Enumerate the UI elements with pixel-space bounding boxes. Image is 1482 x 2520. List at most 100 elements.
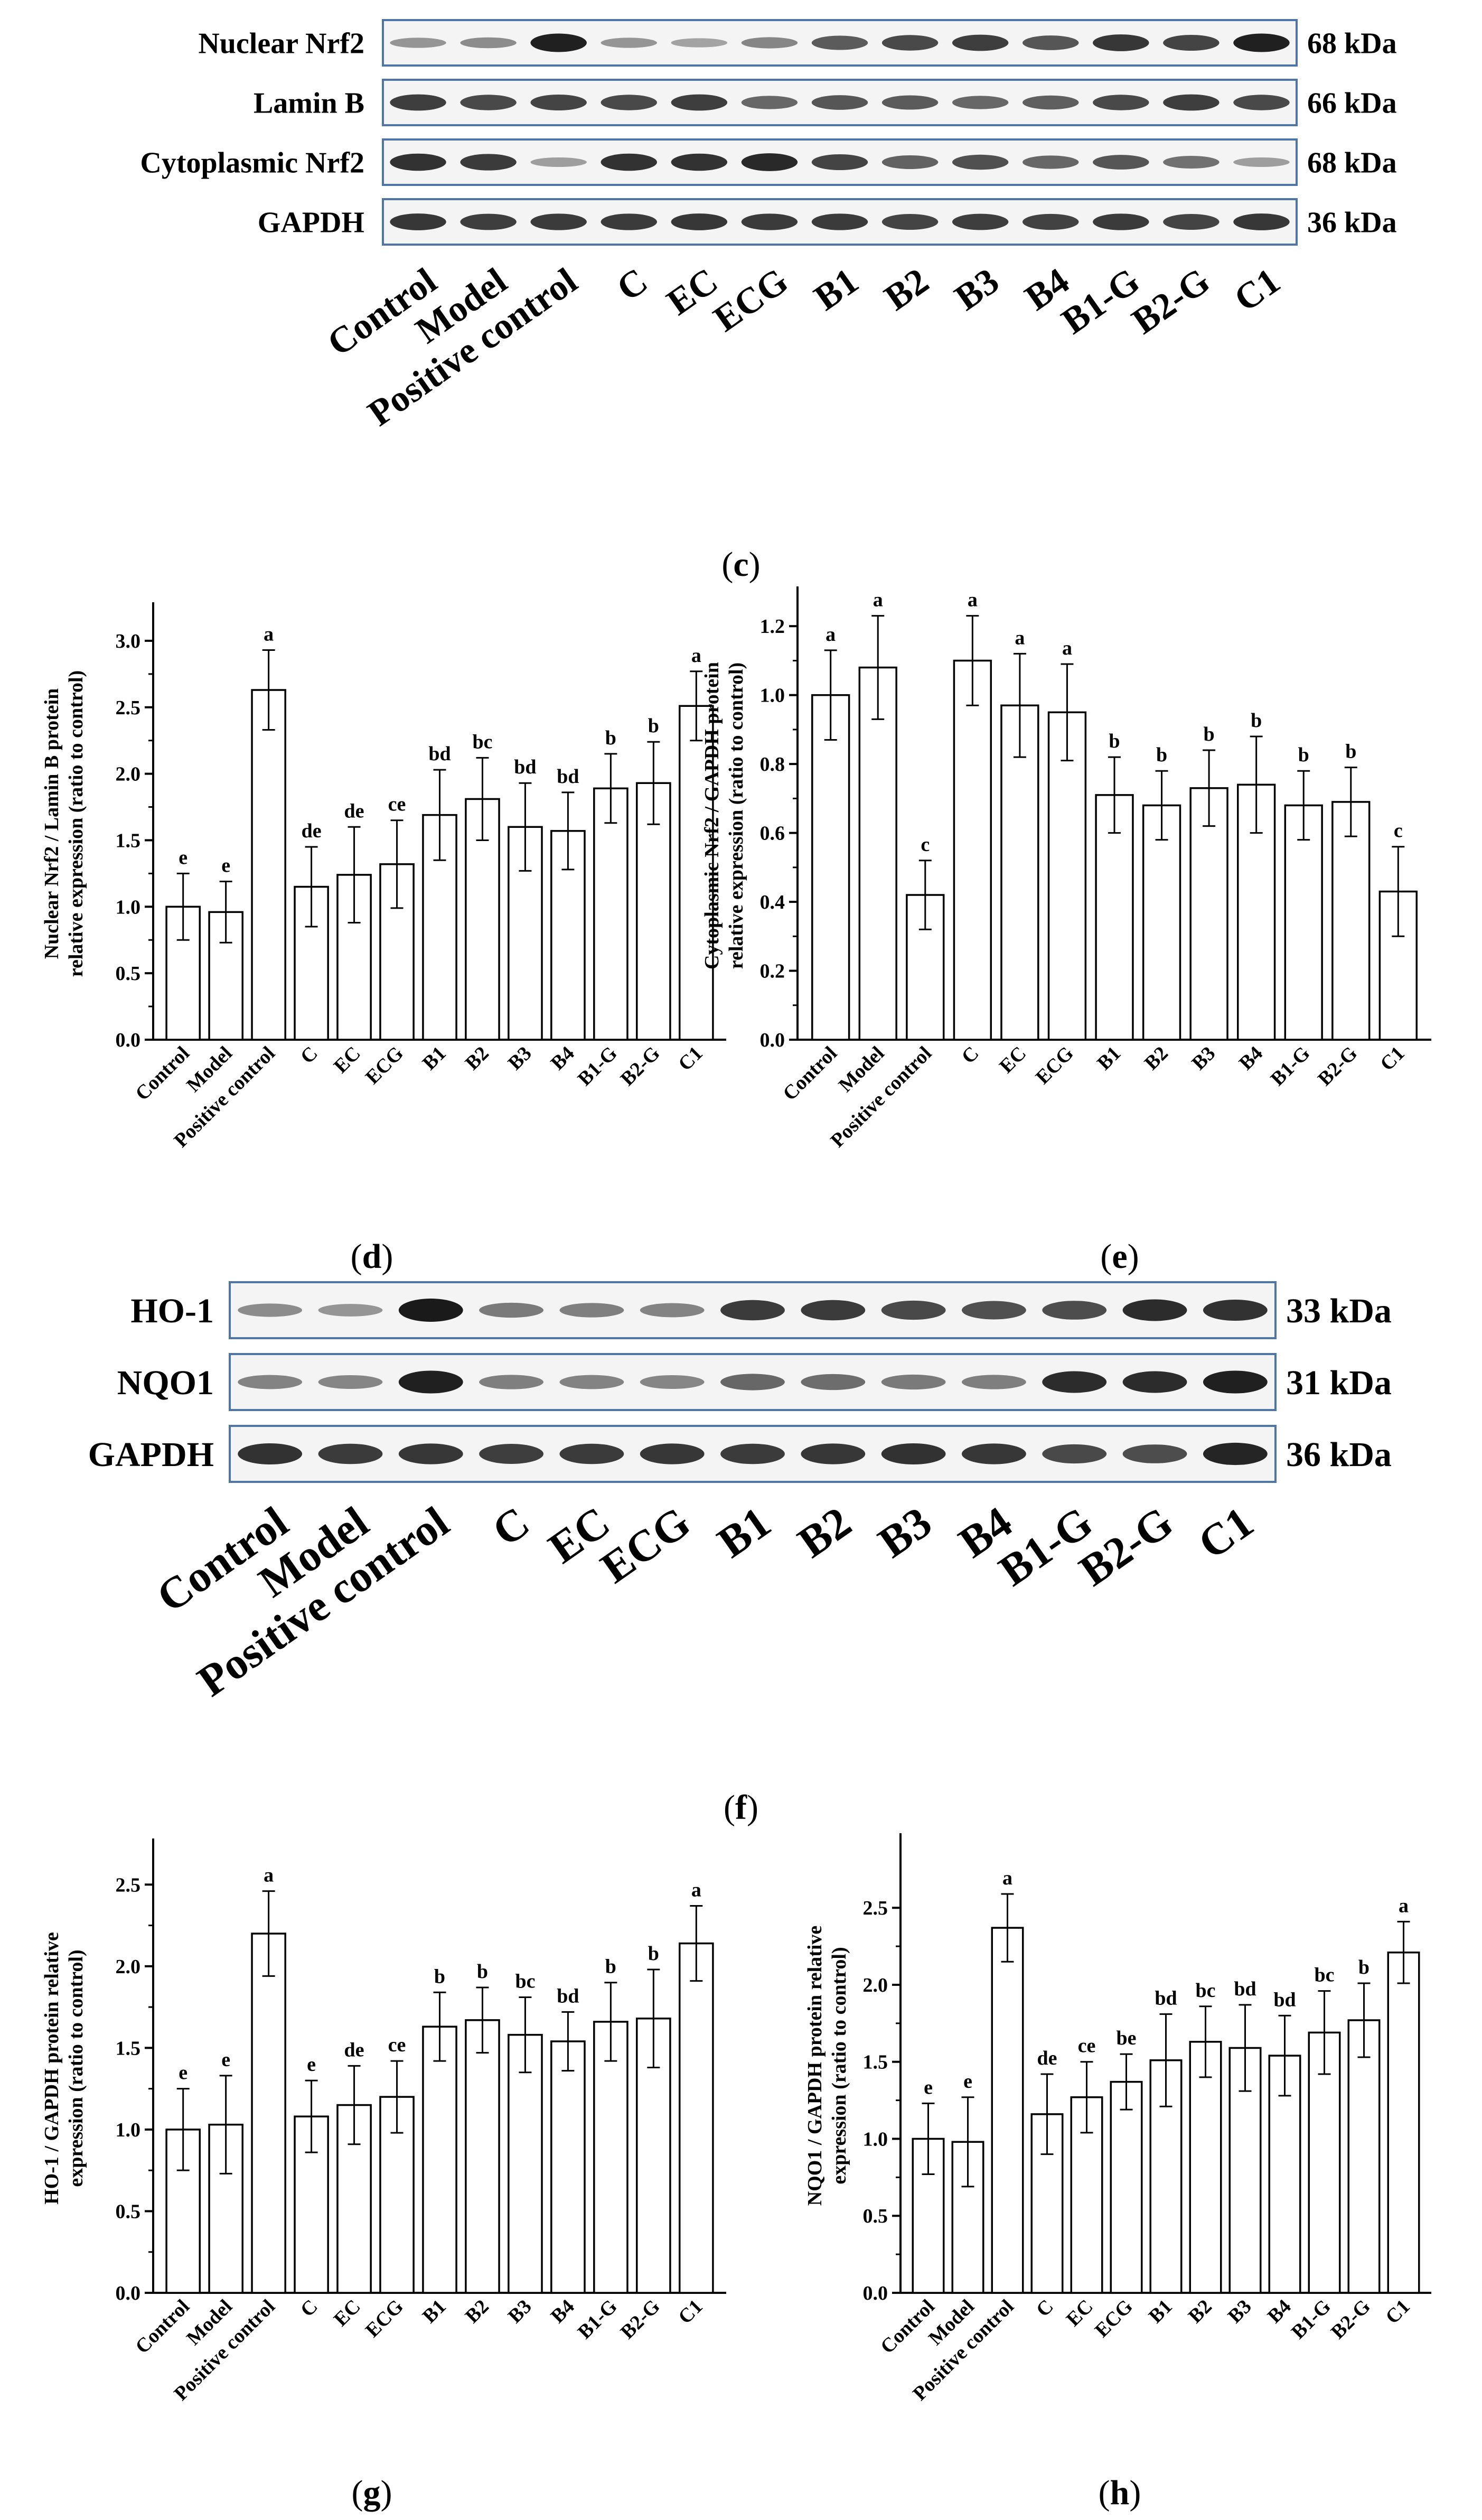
bar-d-positive-control xyxy=(251,689,286,1041)
x-tick-label-g-c1: C1 xyxy=(674,2295,707,2329)
panel-label-c: (c) xyxy=(721,545,760,584)
blot-band-lamin-b-model xyxy=(460,95,517,110)
blot-band-cytoplasmic-nrf2-ec xyxy=(671,153,728,171)
blot-band-gapdh-c1 xyxy=(1233,213,1290,230)
blot-lane-label-b2-g: B2-G xyxy=(1071,1497,1181,1595)
blot-band-nuclear-nrf2-c1 xyxy=(1233,33,1290,52)
blot-lane-label-b1-g: B1-G xyxy=(1055,260,1147,342)
significance-letter-h-c1: a xyxy=(1399,1894,1409,1917)
blot-band-gapdh-positive-control xyxy=(398,1443,463,1464)
x-tick-label-g-b1-g: B1-G xyxy=(574,2295,622,2344)
y-tick-label-d-1-0: 1.0 xyxy=(116,896,141,918)
y-tick-label-e-0-0: 0.0 xyxy=(760,1029,785,1051)
x-tick-label-h-c: C xyxy=(1032,2295,1058,2321)
y-tick-label-d-2-5: 2.5 xyxy=(116,697,141,719)
blot-row-label-nqo1: NQO1 xyxy=(117,1364,214,1402)
y-tick-label-e-1-2: 1.2 xyxy=(760,615,785,638)
blot-band-cytoplasmic-nrf2-b2 xyxy=(881,155,939,170)
x-tick-label-e-b1-g: B1-G xyxy=(1267,1042,1315,1090)
panel-label-d: (d) xyxy=(351,1237,393,1276)
x-tick-label-e-c: C xyxy=(958,1042,983,1068)
blot-mw-nuclear-nrf2: 68 kDa xyxy=(1307,27,1397,60)
x-tick-label-d-control: Control xyxy=(131,1042,194,1105)
y-axis-label-e: Cytoplasmic Nrf2 / GAPDH protein relative… xyxy=(701,662,747,969)
blot-mw-gapdh: 36 kDa xyxy=(1286,1435,1392,1474)
y-tick-label-g-1-5: 1.5 xyxy=(116,2037,141,2059)
blot-band-gapdh-b1 xyxy=(720,1443,785,1464)
blot-lane-label-c: C xyxy=(484,1497,538,1556)
blot-band-nqo1-c1 xyxy=(1203,1370,1268,1394)
significance-letter-e-b2: b xyxy=(1156,744,1167,766)
significance-letter-d-model: e xyxy=(221,854,230,876)
significance-letter-g-b2: b xyxy=(477,1961,488,1983)
blot-row-label-gapdh: GAPDH xyxy=(258,207,364,239)
blot-band-nuclear-nrf2-ecg xyxy=(741,37,798,49)
y-tick-label-h-2-5: 2.5 xyxy=(863,1897,888,1919)
bar-g-b2 xyxy=(465,2019,500,2294)
blot-band-lamin-b-c xyxy=(601,95,658,110)
x-tick-label-d-ec: EC xyxy=(330,1042,365,1078)
blot-band-gapdh-b3 xyxy=(952,213,1009,230)
bar-e-c xyxy=(953,659,992,1041)
blot-band-gapdh-ecg xyxy=(640,1443,705,1464)
blot-band-ho-1-ec xyxy=(559,1303,624,1318)
blot-panel-c: Nuclear Nrf2 68 kDa Lamin B 66 kDa Cytoplasm… xyxy=(140,19,1397,434)
y-tick-label-d-2-0: 2.0 xyxy=(116,763,141,786)
x-tick-label-h-b1: B1 xyxy=(1145,2295,1177,2328)
bar-e-control xyxy=(811,694,850,1041)
x-tick-label-g-b2-g: B2-G xyxy=(616,2295,664,2344)
blot-band-nuclear-nrf2-b1 xyxy=(811,35,868,50)
blot-mw-lamin-b: 66 kDa xyxy=(1307,87,1397,120)
significance-letter-e-b1-g: b xyxy=(1298,744,1309,766)
blot-band-ho-1-c1 xyxy=(1203,1299,1268,1321)
bar-g-c1 xyxy=(678,1942,714,2294)
blot-band-nuclear-nrf2-b1-g xyxy=(1093,34,1149,51)
blot-band-nqo1-b4 xyxy=(962,1375,1026,1389)
significance-letter-g-control: e xyxy=(179,2062,187,2084)
bar-h-positive-control xyxy=(991,1927,1024,2294)
blot-band-ho-1-b3 xyxy=(881,1300,946,1320)
blot-band-ho-1-b2-g xyxy=(1122,1299,1187,1321)
bar-e-ecg xyxy=(1047,711,1087,1041)
significance-letter-h-b1-g: bc xyxy=(1315,1964,1335,1986)
x-tick-label-g-b3: B3 xyxy=(504,2295,536,2328)
blot-band-gapdh-b2 xyxy=(881,213,939,230)
x-tick-label-e-c1: C1 xyxy=(1376,1042,1409,1076)
y-axis-label-g: HO-1 / GAPDH protein relative expression … xyxy=(41,1932,87,2205)
blot-lane-label-b1: B1 xyxy=(807,260,866,319)
bar-h-c1 xyxy=(1387,1951,1420,2294)
x-tick-label-g-ec: EC xyxy=(330,2295,365,2331)
blot-row-label-ho-1: HO-1 xyxy=(130,1292,214,1330)
panel-label-e: (e) xyxy=(1100,1237,1139,1276)
y-tick-label-h-1-5: 1.5 xyxy=(863,2051,888,2074)
blot-lane-label-b3: B3 xyxy=(870,1497,941,1567)
blot-band-ho-1-b2 xyxy=(801,1300,866,1321)
y-axis-label-d: Nuclear Nrf2 / Lamin B protein relative e… xyxy=(41,670,87,977)
blot-band-gapdh-model xyxy=(318,1443,383,1464)
blot-band-lamin-b-b2-g xyxy=(1163,94,1220,111)
significance-letter-e-b1: b xyxy=(1109,730,1120,752)
significance-letter-e-c: a xyxy=(968,589,978,611)
blot-mw-cytoplasmic-nrf2: 68 kDa xyxy=(1307,147,1397,180)
significance-letter-g-b1: b xyxy=(434,1965,445,1987)
blot-band-lamin-b-control xyxy=(390,94,446,111)
significance-letter-d-b1: bd xyxy=(428,743,451,765)
significance-letter-g-c: e xyxy=(307,2054,316,2076)
blot-band-gapdh-b4 xyxy=(1023,213,1079,230)
blot-lane-label-b1: B1 xyxy=(709,1497,780,1567)
panel-label-f: (f) xyxy=(724,1788,758,1827)
y-tick-label-h-0-5: 0.5 xyxy=(863,2205,888,2227)
blot-band-nqo1-control xyxy=(238,1375,303,1389)
significance-letter-d-c1: a xyxy=(691,645,701,667)
significance-letter-e-c1: c xyxy=(1394,820,1403,842)
x-tick-label-d-b1: B1 xyxy=(418,1042,451,1075)
significance-letter-e-control: a xyxy=(826,623,836,646)
x-tick-label-h-b4: B4 xyxy=(1263,2295,1296,2328)
significance-letter-d-control: e xyxy=(179,846,187,869)
bar-g-positive-control xyxy=(251,1933,286,2294)
blot-band-gapdh-b2-g xyxy=(1163,213,1220,230)
blot-band-cytoplasmic-nrf2-control xyxy=(390,153,446,171)
blot-band-gapdh-b3 xyxy=(881,1443,946,1465)
blot-band-cytoplasmic-nrf2-ecg xyxy=(741,153,798,171)
significance-letter-d-positive-control: a xyxy=(264,623,274,646)
